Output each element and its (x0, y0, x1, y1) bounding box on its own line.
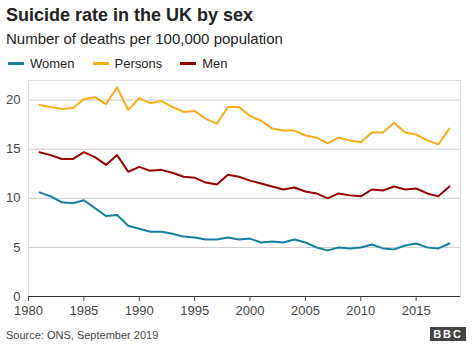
svg-text:20: 20 (6, 92, 20, 107)
svg-text:2015: 2015 (402, 303, 431, 318)
svg-text:1985: 1985 (69, 303, 98, 318)
svg-text:2005: 2005 (291, 303, 320, 318)
html-text:Suicide rate in the UK by sex: Suicide rate in the UK by sex (6, 5, 254, 25)
svg-text:10: 10 (6, 190, 20, 205)
svg-text:0: 0 (13, 289, 20, 304)
html-text:Source: ONS, September 2019: Source: ONS, September 2019 (6, 329, 159, 341)
html-text:Number of deaths per 100,000 p: Number of deaths per 100,000 population (6, 30, 283, 47)
html-text:Women: Women (30, 55, 75, 71)
html-text:Persons: Persons (114, 55, 163, 71)
html-text:BBC: BBC (433, 328, 463, 340)
svg-text:1995: 1995 (180, 303, 209, 318)
html-text:Men: Men (202, 55, 228, 71)
svg-text:2000: 2000 (236, 303, 265, 318)
svg-text:15: 15 (6, 141, 20, 156)
svg-text:1990: 1990 (125, 303, 154, 318)
svg-text:1980: 1980 (14, 303, 43, 318)
svg-text:2010: 2010 (346, 303, 375, 318)
svg-text:5: 5 (13, 240, 20, 255)
